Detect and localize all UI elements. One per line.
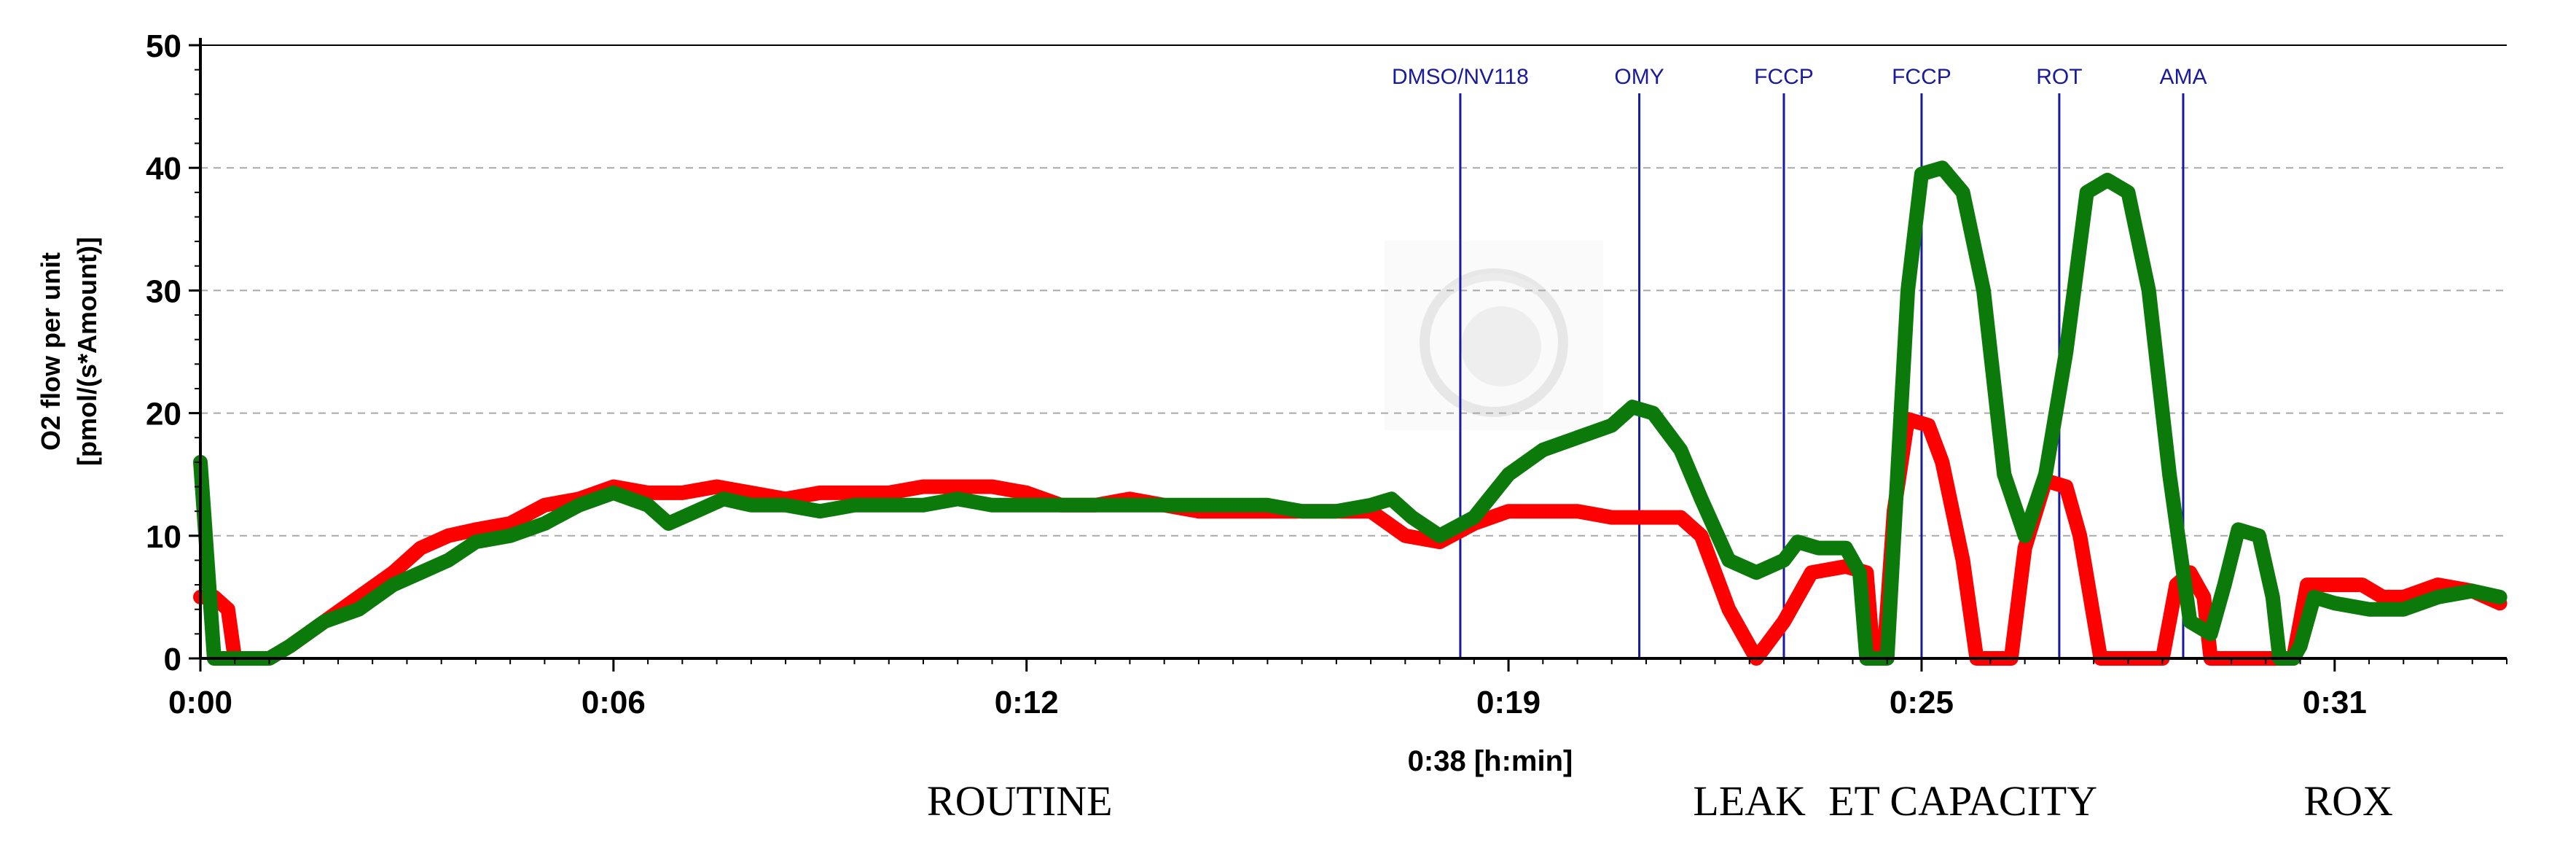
x-tick-label-0:12: 0:12 — [995, 685, 1059, 720]
event-label-2: FCCP — [1754, 65, 1814, 89]
axis-labels: O2 flow per unit [pmol/(s*Amount)] 0:38 … — [36, 237, 1573, 777]
event-label-1: OMY — [1614, 65, 1664, 89]
phase-label-0: ROUTINE — [927, 777, 1113, 825]
event-label-0: DMSO/NV118 — [1392, 65, 1529, 89]
event-label-5: AMA — [2159, 65, 2207, 89]
phase-label-1: LEAK — [1693, 777, 1806, 825]
series-line-1 — [193, 160, 2508, 666]
watermark-logo — [1385, 241, 1603, 430]
x-tick-label-0:31: 0:31 — [2303, 685, 2367, 720]
x-tick-label-0:19: 0:19 — [1476, 685, 1540, 720]
event-label-3: FCCP — [1892, 65, 1951, 89]
y-tick-label-50: 50 — [146, 28, 181, 64]
y-tick-label-0: 0 — [164, 642, 181, 677]
x-tick-label-0:06: 0:06 — [582, 685, 646, 720]
x-tick-label-0:00: 0:00 — [168, 685, 232, 720]
y-tick-label-10: 10 — [146, 519, 181, 555]
y-axis-title-line1: O2 flow per unit — [36, 252, 66, 451]
phase-labels: ROUTINE LEAK ET CAPACITY ROX — [927, 777, 2393, 825]
x-tick-label-0:25: 0:25 — [1890, 685, 1954, 720]
x-axis-title: 0:38 [h:min] — [1408, 745, 1573, 777]
y-tick-label-20: 20 — [146, 397, 181, 432]
axes: 0 10 20 30 40 50 0:00 0:06 0:12 0:19 0:25 0:31 — [146, 28, 2508, 720]
y-axis-title-line2: [pmol/(s*Amount)] — [72, 237, 102, 466]
series-line-0 — [193, 412, 2508, 666]
phase-label-3: ROX — [2303, 777, 2392, 825]
y-tick-label-30: 30 — [146, 273, 181, 309]
phase-label-2: ET CAPACITY — [1828, 777, 2097, 825]
y-tick-label-40: 40 — [146, 151, 181, 187]
event-label-4: ROT — [2036, 65, 2082, 89]
